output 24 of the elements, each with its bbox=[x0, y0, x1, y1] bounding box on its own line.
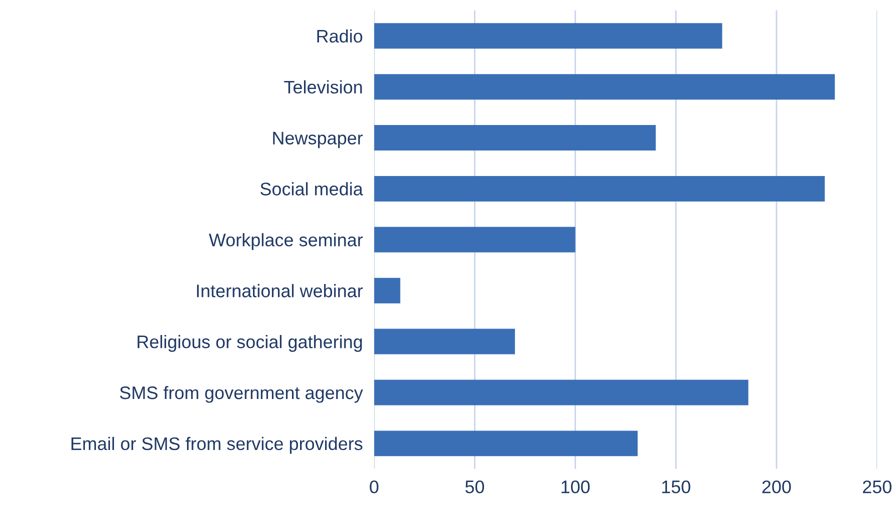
x-tick-label: 250 bbox=[862, 480, 892, 494]
bar bbox=[374, 226, 576, 252]
bar bbox=[374, 278, 400, 304]
bar bbox=[374, 176, 825, 202]
bar bbox=[374, 328, 515, 354]
x-tick-label: 150 bbox=[662, 480, 690, 494]
y-tick-label: Newspaper bbox=[273, 132, 363, 148]
y-tick-label: Social media bbox=[260, 182, 363, 196]
y-tick-label: International webinar bbox=[197, 284, 363, 298]
y-tick-label: Radio bbox=[317, 29, 362, 43]
bar bbox=[374, 380, 748, 406]
bar bbox=[374, 430, 638, 456]
y-tick-label: Religious or social gathering bbox=[138, 335, 362, 352]
y-tick-label: Email or SMS from service providers bbox=[72, 436, 362, 454]
x-tick-label: 100 bbox=[562, 480, 590, 494]
y-tick-label: Workplace seminar bbox=[208, 233, 363, 250]
y-tick-label: SMS from government agency bbox=[120, 386, 363, 403]
bar bbox=[374, 23, 722, 49]
x-tick-label: 200 bbox=[762, 480, 791, 494]
x-tick-label: 0 bbox=[370, 480, 378, 494]
bar bbox=[374, 125, 656, 151]
x-tick-label: 50 bbox=[465, 480, 484, 494]
y-tick-label: Television bbox=[284, 80, 362, 94]
bar bbox=[374, 74, 835, 100]
